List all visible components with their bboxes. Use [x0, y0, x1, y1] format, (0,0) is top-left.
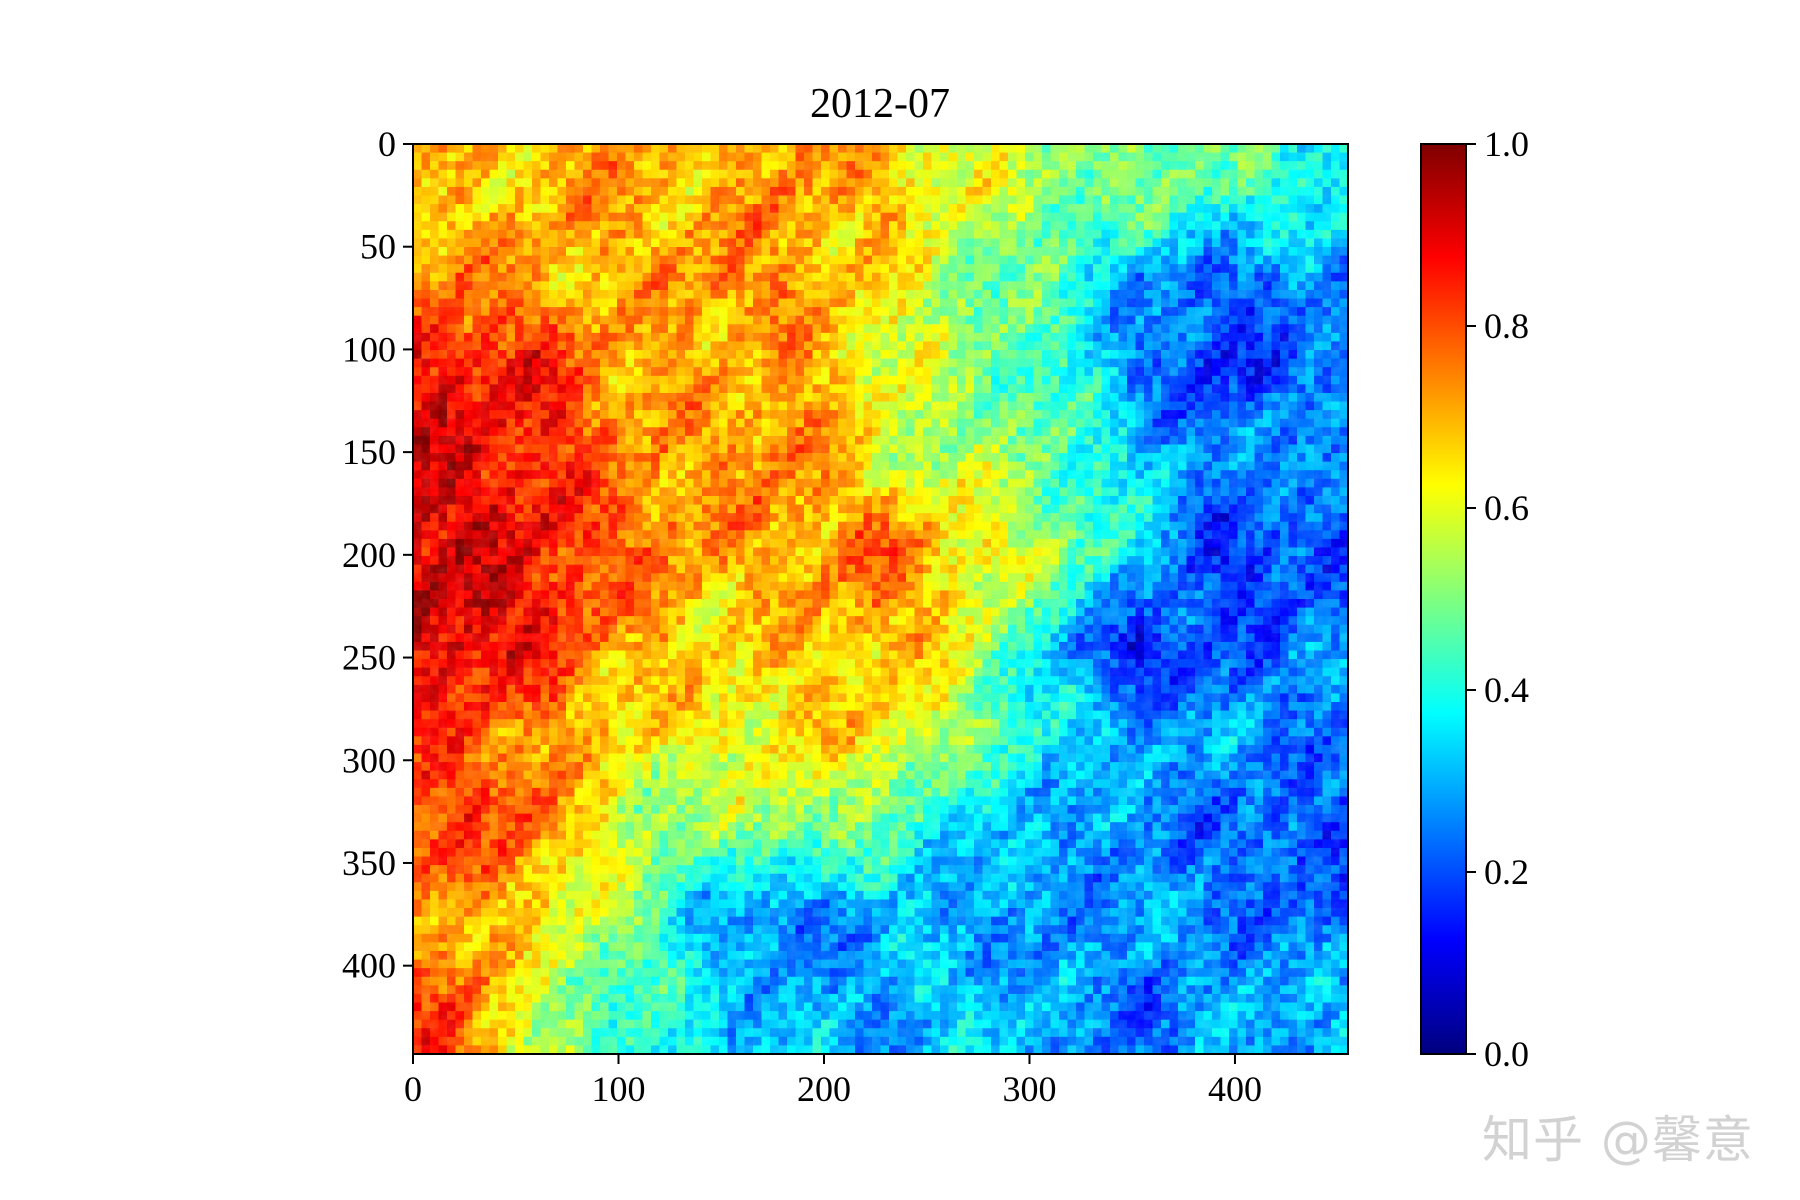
chart-title: 2012-07 [810, 81, 950, 127]
